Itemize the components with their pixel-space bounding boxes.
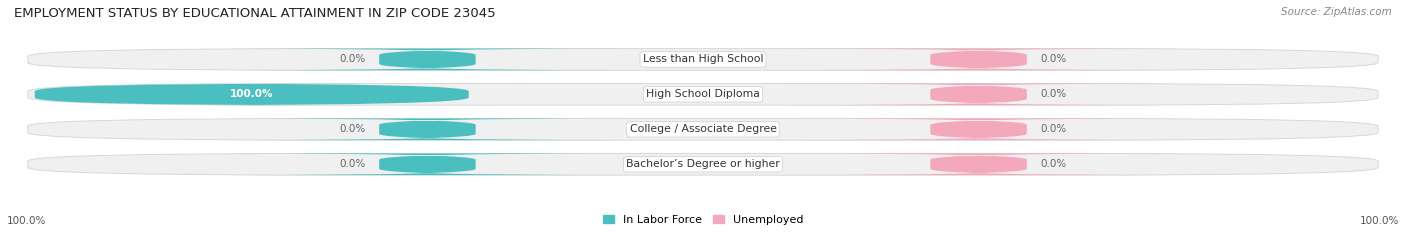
FancyBboxPatch shape [28,154,1378,175]
Text: Less than High School: Less than High School [643,55,763,64]
Text: College / Associate Degree: College / Associate Degree [630,124,776,134]
Text: 0.0%: 0.0% [1040,124,1067,134]
Text: 0.0%: 0.0% [339,159,366,169]
FancyBboxPatch shape [779,154,1178,175]
Text: 0.0%: 0.0% [1040,55,1067,64]
FancyBboxPatch shape [28,84,1378,105]
FancyBboxPatch shape [28,118,1378,140]
Legend: In Labor Force, Unemployed: In Labor Force, Unemployed [598,210,808,229]
Text: 0.0%: 0.0% [1040,89,1067,99]
FancyBboxPatch shape [228,118,627,140]
Text: 0.0%: 0.0% [339,124,366,134]
Text: High School Diploma: High School Diploma [647,89,759,99]
Text: Bachelor’s Degree or higher: Bachelor’s Degree or higher [626,159,780,169]
FancyBboxPatch shape [228,154,627,175]
Text: Source: ZipAtlas.com: Source: ZipAtlas.com [1281,7,1392,17]
FancyBboxPatch shape [228,49,627,70]
FancyBboxPatch shape [35,84,468,105]
Text: 100.0%: 100.0% [1360,216,1399,226]
FancyBboxPatch shape [779,118,1178,140]
Text: EMPLOYMENT STATUS BY EDUCATIONAL ATTAINMENT IN ZIP CODE 23045: EMPLOYMENT STATUS BY EDUCATIONAL ATTAINM… [14,7,496,20]
Text: 0.0%: 0.0% [339,55,366,64]
Text: 100.0%: 100.0% [231,89,274,99]
Text: 100.0%: 100.0% [7,216,46,226]
FancyBboxPatch shape [779,49,1178,70]
FancyBboxPatch shape [28,49,1378,70]
Text: 0.0%: 0.0% [1040,159,1067,169]
FancyBboxPatch shape [779,84,1178,105]
